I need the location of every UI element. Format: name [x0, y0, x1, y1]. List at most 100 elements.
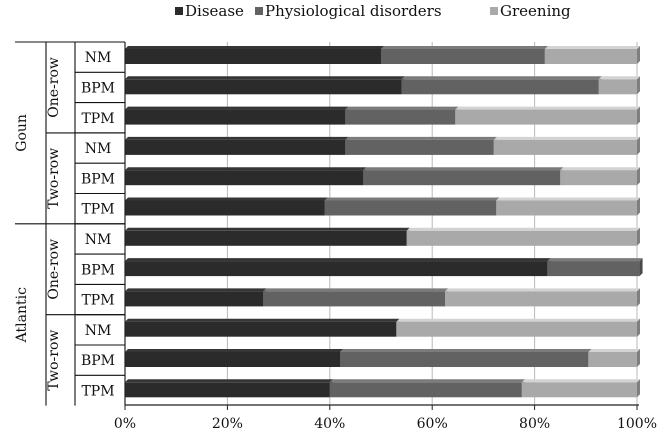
x-tick-label: 40% — [314, 416, 345, 432]
bar-physiological-disorders-atlantic-two-row-tpm — [329, 382, 522, 398]
bar-side-face — [637, 349, 640, 367]
bar-top-face — [547, 258, 643, 262]
bar-disease-atlantic-two-row-bpm — [125, 352, 341, 367]
bar-disease-goun-two-row-tpm — [125, 200, 325, 216]
bar-top-face — [125, 379, 333, 383]
bar-top-face — [340, 349, 592, 352]
bar-physiological-disorders-goun-two-row-tpm — [324, 200, 497, 216]
bar-top-face — [125, 227, 410, 231]
bar-greening-atlantic-two-row-bpm — [588, 352, 637, 367]
bar-top-face — [401, 76, 602, 80]
subgroup-label-atlantic-one-row: One-row — [46, 239, 62, 300]
bar-top-face — [125, 349, 344, 352]
legend-label-disease: Disease — [185, 2, 244, 20]
category-label-bpm: BPM — [81, 80, 115, 96]
bar-physiological-disorders-goun-one-row-nm — [381, 49, 545, 64]
bar-top-face — [125, 167, 367, 171]
category-labels: NM BPM TPM NM BPM TPM NM BPM TPM NM BPM TPM One-row T… — [14, 41, 125, 406]
bar-greening-goun-one-row-tpm — [455, 109, 637, 125]
bar-top-face — [345, 106, 459, 110]
category-label-nm: NM — [85, 323, 112, 339]
category-label-bpm: BPM — [81, 171, 115, 187]
x-tick-label: 100% — [617, 416, 657, 432]
x-tick-label: 0% — [114, 416, 136, 432]
x-tick-label: 80% — [519, 416, 550, 432]
bar-top-face — [445, 288, 640, 292]
bar-top-face — [263, 288, 448, 292]
bar-greening-atlantic-two-row-nm — [396, 321, 637, 337]
bar-side-face — [637, 167, 640, 186]
bar-top-face — [125, 76, 405, 80]
category-label-nm: NM — [85, 50, 112, 66]
bar-greening-goun-one-row-bpm — [598, 79, 637, 95]
bar-disease-goun-one-row-tpm — [125, 109, 346, 125]
bar-side-face — [637, 106, 640, 125]
bar-greening-goun-two-row-tpm — [496, 200, 637, 216]
x-tick-label: 20% — [212, 416, 243, 432]
category-label-nm: NM — [85, 141, 112, 157]
bar-side-face — [637, 76, 640, 95]
bar-disease-atlantic-one-row-tpm — [125, 291, 264, 307]
bar-side-face — [637, 46, 640, 64]
bar-top-face — [324, 197, 500, 201]
bar-top-face — [396, 318, 640, 322]
bars — [125, 46, 643, 398]
subgroup-label-goun-two-row: Two-row — [46, 148, 62, 209]
bar-top-face — [125, 106, 349, 110]
category-label-tpm: TPM — [81, 383, 114, 399]
category-label-nm: NM — [85, 232, 112, 248]
x-tick-label: 60% — [417, 416, 448, 432]
subgroup-label-goun-one-row: One-row — [46, 57, 62, 118]
bar-physiological-disorders-goun-one-row-tpm — [345, 109, 456, 125]
legend-swatch-disease — [175, 7, 183, 15]
bar-top-face — [406, 227, 640, 231]
bar-disease-atlantic-two-row-tpm — [125, 382, 330, 398]
bar-side-face — [637, 197, 640, 216]
bar-side-face — [637, 136, 640, 155]
subgroup-label-atlantic-two-row: Two-row — [46, 330, 62, 391]
bar-top-face — [345, 136, 497, 140]
bar-top-face — [598, 76, 640, 80]
bar-top-face — [125, 46, 384, 49]
bar-physiological-disorders-atlantic-one-row-tpm — [263, 291, 445, 307]
bar-top-face — [125, 288, 267, 292]
bar-physiological-disorders-atlantic-one-row-bpm — [547, 261, 640, 277]
bar-physiological-disorders-atlantic-two-row-bpm — [340, 352, 589, 367]
bar-physiological-disorders-goun-two-row-nm — [345, 139, 494, 155]
legend-swatch-greening — [490, 7, 498, 15]
legend: Disease Physiological disorders Greening — [175, 2, 571, 20]
legend-label-greening: Greening — [500, 2, 571, 20]
bar-top-face — [329, 379, 525, 383]
bar-top-face — [125, 318, 400, 322]
group-label-atlantic: Atlantic — [14, 287, 30, 343]
bar-top-face — [521, 379, 640, 383]
category-label-tpm: TPM — [81, 111, 114, 127]
bar-top-face — [544, 46, 640, 49]
bar-side-face — [637, 288, 640, 307]
bar-top-face — [381, 46, 548, 49]
bar-side-face — [637, 318, 640, 337]
category-label-bpm: BPM — [81, 262, 115, 278]
category-label-bpm: BPM — [81, 353, 115, 369]
bar-side-face — [639, 258, 643, 277]
bar-top-face — [496, 197, 640, 201]
bar-disease-atlantic-one-row-bpm — [125, 261, 548, 277]
bar-top-face — [493, 136, 640, 140]
bar-side-face — [637, 227, 640, 246]
group-label-goun: Goun — [14, 114, 30, 152]
category-label-tpm: TPM — [81, 293, 114, 309]
bar-greening-goun-one-row-nm — [544, 49, 637, 64]
bar-top-face — [363, 167, 564, 171]
bar-greening-goun-two-row-bpm — [560, 170, 637, 186]
x-tick-labels: 0% 20% 40% 60% 80% 100% — [114, 416, 657, 432]
legend-swatch-physiological-disorders — [255, 7, 263, 15]
category-label-tpm: TPM — [81, 202, 114, 218]
bar-greening-atlantic-one-row-tpm — [445, 291, 637, 307]
bar-top-face — [125, 197, 328, 201]
gridlines — [226, 42, 638, 405]
bar-disease-atlantic-two-row-nm — [125, 321, 397, 337]
bar-physiological-disorders-goun-one-row-bpm — [401, 79, 599, 95]
bar-top-face — [125, 258, 551, 262]
bar-disease-goun-two-row-nm — [125, 139, 346, 155]
